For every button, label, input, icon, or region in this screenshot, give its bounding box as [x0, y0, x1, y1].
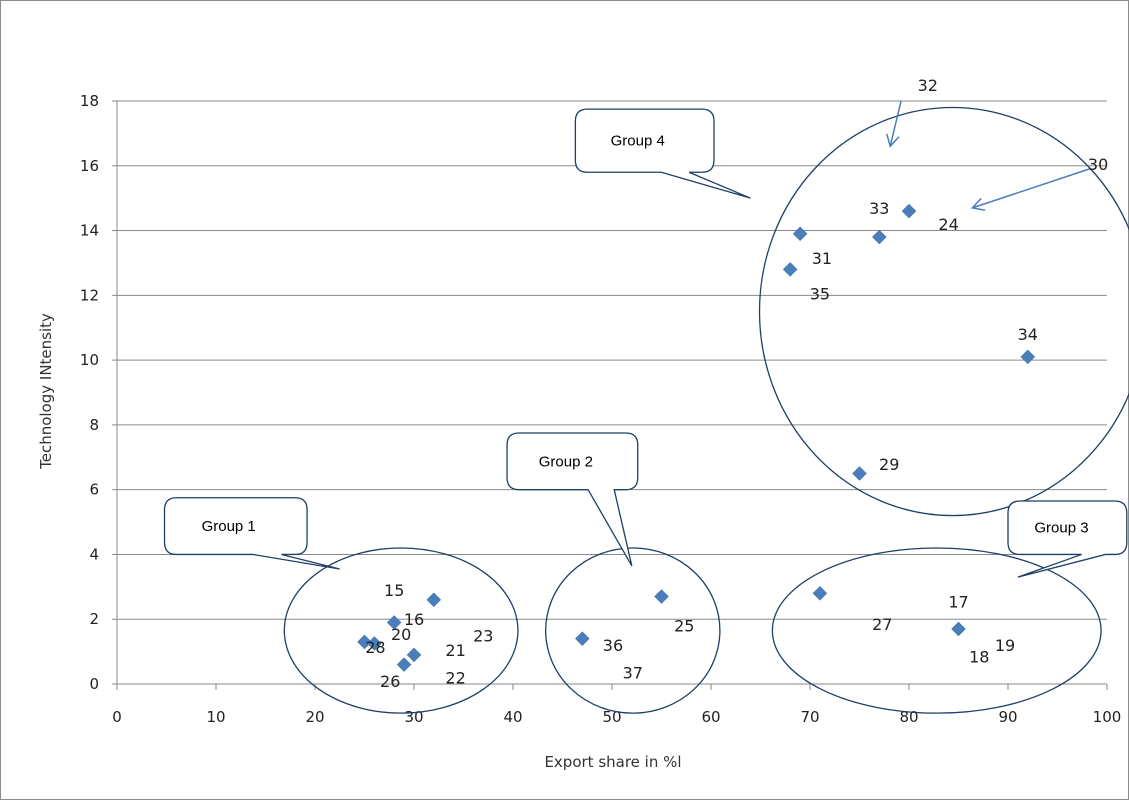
group-annotations: Group 1 Group 2 Group 3 Group 4 — [163, 100, 1129, 714]
point-label: 18 — [969, 647, 989, 666]
y-tick-label: 18 — [80, 92, 99, 110]
data-point — [386, 615, 402, 630]
y-tick-label: 12 — [80, 286, 99, 304]
group-ellipse — [545, 547, 721, 714]
x-tick-label: 100 — [1093, 708, 1122, 726]
point-label: 17 — [948, 592, 968, 611]
x-tick-label: 70 — [800, 708, 819, 726]
group-ellipse — [758, 106, 1129, 517]
data-point — [812, 585, 828, 601]
point-label: 35 — [810, 285, 830, 304]
point-label: 22 — [445, 669, 465, 688]
x-axis-title: Export share in %l — [544, 753, 681, 771]
data-point — [782, 262, 798, 277]
arrow-head — [970, 197, 986, 211]
callout-bubble — [574, 108, 751, 199]
arrow-head — [886, 133, 900, 148]
data-point — [1020, 349, 1036, 365]
x-tick-label: 40 — [503, 708, 522, 726]
point-label: 30 — [1088, 155, 1108, 174]
x-tick-label: 0 — [112, 708, 122, 726]
annotation-arrow — [889, 100, 902, 147]
x-tick-label: 20 — [305, 708, 324, 726]
data-point — [852, 466, 867, 481]
group-label: Group 2 — [539, 453, 593, 470]
x-tick-label: 50 — [602, 708, 621, 726]
point-label: 31 — [812, 249, 832, 268]
y-tick-label: 16 — [80, 157, 99, 175]
data-point — [396, 657, 412, 672]
group-label: Group 3 — [1034, 520, 1088, 537]
data-point — [574, 631, 590, 647]
point-label: 37 — [623, 664, 643, 683]
point-label: 29 — [879, 455, 899, 474]
x-tick-label: 10 — [206, 708, 225, 726]
y-tick-label: 4 — [89, 545, 99, 563]
data-point — [792, 226, 808, 242]
group-ellipse — [283, 547, 519, 714]
point-label: 16 — [404, 610, 424, 629]
data-point — [951, 621, 966, 637]
data-points — [357, 203, 1036, 672]
y-tick-label: 14 — [80, 222, 99, 240]
point-label: 23 — [473, 626, 493, 645]
y-tick-label: 6 — [89, 481, 99, 499]
data-point — [406, 647, 422, 663]
point-label: 25 — [674, 617, 694, 636]
callout-bubble — [506, 432, 639, 567]
y-axis-title: Technology INtensity — [37, 313, 55, 470]
point-label: 27 — [872, 615, 892, 634]
point-label: 20 — [391, 625, 411, 644]
y-tick-label: 8 — [89, 416, 99, 434]
data-point — [901, 203, 917, 219]
group-ellipse — [771, 547, 1102, 714]
data-point — [654, 589, 669, 604]
x-tick-label: 60 — [701, 708, 720, 726]
group-label: Group 1 — [202, 518, 256, 535]
x-tick-label: 30 — [404, 708, 423, 726]
point-label: 24 — [938, 215, 958, 234]
data-point — [357, 634, 372, 650]
callout-bubble — [1007, 500, 1128, 578]
point-label: 26 — [380, 672, 400, 691]
x-tick-label: 90 — [998, 708, 1017, 726]
point-label: 33 — [869, 199, 889, 218]
group-label: Group 4 — [611, 133, 665, 150]
point-label: 32 — [918, 76, 938, 95]
point-label: 21 — [445, 641, 465, 660]
point-label: 28 — [365, 638, 385, 657]
data-point — [871, 229, 887, 245]
data-point — [367, 636, 382, 651]
y-tick-label: 10 — [80, 351, 99, 369]
point-label: 36 — [603, 636, 623, 655]
point-label: 34 — [1018, 325, 1038, 344]
annotation-arrow — [972, 168, 1090, 209]
data-point — [426, 592, 442, 608]
point-label: 15 — [384, 581, 404, 600]
y-tick-label: 0 — [89, 675, 99, 693]
y-tick-label: 2 — [89, 610, 99, 628]
callout-bubble — [163, 497, 340, 570]
point-label: 19 — [995, 636, 1015, 655]
